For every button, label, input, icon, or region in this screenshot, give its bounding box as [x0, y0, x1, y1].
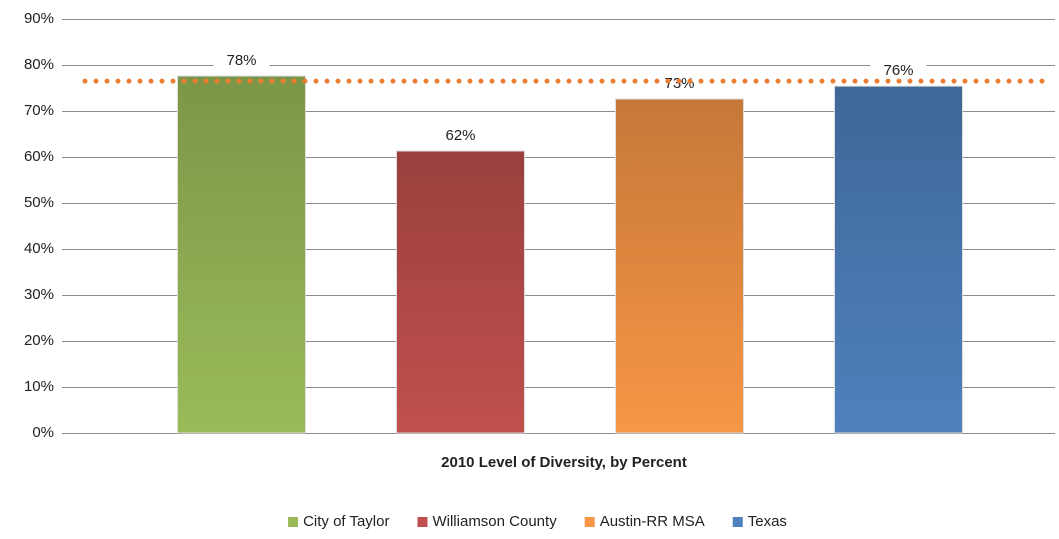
y-tick-label: 50%: [24, 194, 54, 211]
y-tick-label: 40%: [24, 240, 54, 257]
legend-label: Texas: [748, 513, 787, 530]
bar: [615, 98, 744, 434]
legend-swatch: [417, 517, 428, 527]
y-tick-label: 20%: [24, 332, 54, 349]
y-tick-label: 90%: [24, 10, 54, 27]
legend-swatch: [288, 517, 299, 527]
legend-swatch: [584, 517, 595, 527]
data-label: 76%: [883, 62, 913, 79]
legend-label: City of Taylor: [303, 513, 389, 530]
legend-swatch: [732, 517, 743, 527]
bar: [834, 85, 963, 434]
data-label-bg: [213, 50, 270, 71]
x-axis-label: 2010 Level of Diversity, by Percent: [441, 454, 687, 471]
y-tick-label: 70%: [24, 102, 54, 119]
y-tick-label: 60%: [24, 148, 54, 165]
bar: [396, 150, 525, 434]
legend-label: Austin-RR MSA: [600, 513, 705, 530]
data-label-bg: [432, 125, 489, 146]
legend-label: Williamson County: [432, 513, 557, 530]
y-tick-label: 10%: [24, 378, 54, 395]
y-tick-label: 0%: [32, 424, 54, 441]
data-label: 78%: [226, 52, 256, 69]
data-label-bg: [870, 60, 927, 81]
y-tick-label: 80%: [24, 56, 54, 73]
y-tick-label: 30%: [24, 286, 54, 303]
bar: [177, 75, 306, 434]
data-label: 62%: [445, 127, 475, 144]
